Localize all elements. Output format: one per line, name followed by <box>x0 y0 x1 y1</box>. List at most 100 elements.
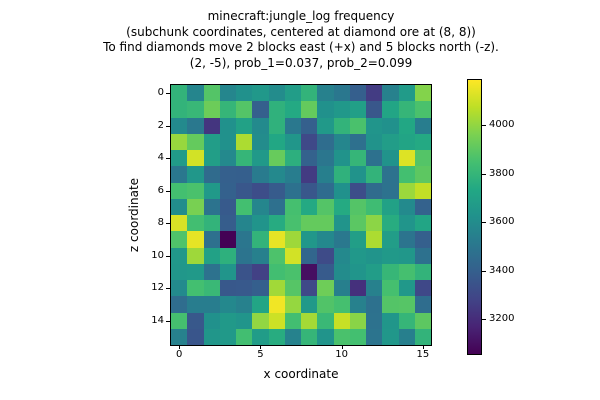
heatmap-cell <box>333 231 350 248</box>
heatmap-cell <box>301 85 318 102</box>
heatmap-cell <box>301 117 318 134</box>
heatmap-cell <box>366 85 383 102</box>
heatmap-cell <box>284 328 301 345</box>
colorbar <box>467 79 482 355</box>
heatmap-cell <box>317 231 334 248</box>
heatmap-cell <box>284 150 301 167</box>
heatmap-cell <box>236 101 253 118</box>
heatmap-cell <box>382 133 399 150</box>
heatmap-cell <box>284 182 301 199</box>
heatmap-cell <box>366 280 383 297</box>
heatmap-cell <box>366 150 383 167</box>
heatmap-cell <box>398 150 415 167</box>
heatmap-cell <box>349 280 366 297</box>
heatmap-cell <box>317 247 334 264</box>
heatmap-cell <box>301 101 318 118</box>
heatmap-cell <box>203 312 220 329</box>
title-line-3: To find diamonds move 2 blocks east (+x)… <box>103 40 499 54</box>
heatmap-cell <box>284 280 301 297</box>
heatmap-cell <box>414 85 431 102</box>
heatmap-cell <box>382 85 399 102</box>
heatmap-cell <box>219 198 236 215</box>
heatmap-cell <box>252 166 269 183</box>
heatmap-cell <box>317 150 334 167</box>
heatmap-cell <box>236 133 253 150</box>
heatmap-cell <box>414 133 431 150</box>
heatmap-cell <box>187 296 204 313</box>
heatmap-cell <box>301 215 318 232</box>
heatmap-cell <box>301 280 318 297</box>
heatmap-cell <box>236 117 253 134</box>
heatmap-cell <box>219 231 236 248</box>
heatmap-cell <box>252 231 269 248</box>
heatmap-cell <box>171 263 188 280</box>
heatmap-cell <box>366 133 383 150</box>
heatmap-cell <box>382 182 399 199</box>
heatmap-cell <box>366 215 383 232</box>
heatmap-cell <box>349 101 366 118</box>
heatmap-cell <box>398 328 415 345</box>
heatmap-cell <box>414 182 431 199</box>
heatmap-cell <box>366 231 383 248</box>
heatmap-cell <box>187 101 204 118</box>
heatmap-cell <box>414 150 431 167</box>
heatmap-cell <box>252 247 269 264</box>
heatmap-cell <box>349 85 366 102</box>
heatmap-cell <box>203 231 220 248</box>
heatmap-cell <box>333 150 350 167</box>
heatmap-cell <box>268 296 285 313</box>
heatmap-cell <box>414 231 431 248</box>
heatmap-cell <box>414 247 431 264</box>
heatmap-cell <box>284 133 301 150</box>
heatmap-cell <box>171 117 188 134</box>
heatmap-cell <box>171 296 188 313</box>
heatmap-cell <box>203 150 220 167</box>
y-tick-label: 0 <box>157 87 164 99</box>
heatmap-cell <box>236 150 253 167</box>
heatmap-cell <box>301 312 318 329</box>
heatmap-cell <box>203 247 220 264</box>
heatmap-cell <box>349 166 366 183</box>
heatmap-cell <box>398 166 415 183</box>
heatmap-cell <box>284 101 301 118</box>
y-tick-mark <box>166 125 170 127</box>
heatmap-cell <box>252 150 269 167</box>
heatmap-cell <box>414 312 431 329</box>
heatmap-cell <box>187 133 204 150</box>
heatmap-cell <box>382 247 399 264</box>
heatmap-cell <box>236 296 253 313</box>
heatmap-cell <box>382 166 399 183</box>
x-tick-label: 5 <box>257 349 264 360</box>
heatmap-cell <box>398 85 415 102</box>
heatmap-cell <box>398 231 415 248</box>
heatmap-cell <box>252 312 269 329</box>
heatmap-cell <box>382 117 399 134</box>
heatmap-cell <box>187 231 204 248</box>
y-tick-label: 12 <box>151 282 164 294</box>
heatmap-cell <box>187 166 204 183</box>
heatmap-cell <box>252 133 269 150</box>
heatmap-cell <box>171 280 188 297</box>
heatmap-cell <box>236 247 253 264</box>
heatmap-cell <box>268 101 285 118</box>
heatmap-cell <box>382 312 399 329</box>
plot-area <box>170 84 432 346</box>
heatmap-cell <box>333 198 350 215</box>
heatmap-cell <box>301 150 318 167</box>
heatmap-cell <box>203 166 220 183</box>
heatmap-cell <box>187 85 204 102</box>
chart-title: minecraft:jungle_log frequency (subchunk… <box>1 9 600 71</box>
heatmap-cell <box>171 215 188 232</box>
heatmap-cell <box>187 198 204 215</box>
heatmap-cell <box>268 85 285 102</box>
heatmap-cell <box>171 182 188 199</box>
heatmap-cell <box>219 101 236 118</box>
heatmap-cell <box>252 328 269 345</box>
heatmap-cell <box>317 215 334 232</box>
y-tick-mark <box>166 255 170 257</box>
heatmap-cell <box>333 182 350 199</box>
heatmap-cell <box>333 263 350 280</box>
title-line-2: (subchunk coordinates, centered at diamo… <box>126 24 476 39</box>
heatmap-cell <box>284 215 301 232</box>
